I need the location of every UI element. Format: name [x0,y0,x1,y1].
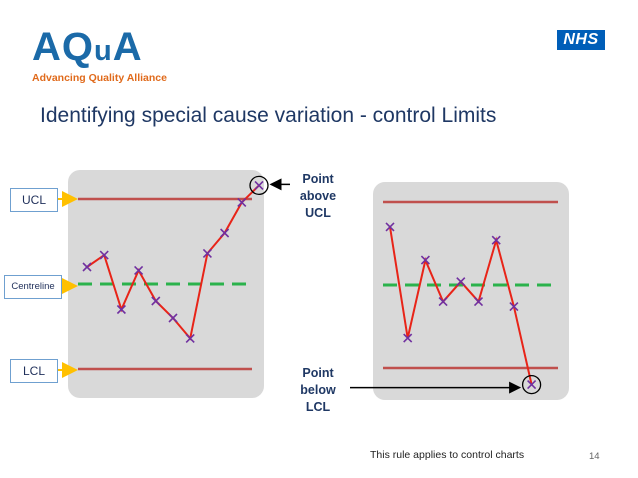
marker-stroke [202,248,212,258]
data-point-marker [403,333,413,343]
page-number: 14 [589,451,600,462]
data-point-marker [420,255,430,265]
data-point-marker [473,297,484,307]
marker-stroke [456,277,466,287]
aqua-logo: AQuA Advancing Quality Alliance [28,22,178,84]
marker-stroke [151,296,161,306]
slide-title: Identifying special cause variation - co… [40,104,497,127]
marker-stroke [237,197,247,207]
data-point-marker [134,265,144,275]
point-below-annotation: Point below LCL [300,366,336,414]
marker-stroke [509,302,519,312]
marker-stroke [403,333,413,343]
marker-stroke [527,380,537,390]
logo-wordmark: AQuA [32,25,143,69]
marker-stroke [116,304,126,315]
logo-tagline: Advancing Quality Alliance [32,72,167,84]
marker-stroke [82,262,92,272]
control-chart-1 [68,170,269,398]
marker-stroke [99,250,109,260]
marker-stroke [491,235,501,245]
point-above-annotation: Point above UCL [299,172,337,220]
data-point-marker [202,248,212,258]
highlight-circle [521,374,542,395]
marker-stroke [254,180,264,190]
control-chart-2 [373,182,569,400]
marker-stroke [168,313,178,323]
data-point-marker [116,304,126,315]
highlight-circle [249,175,269,196]
marker-stroke [185,333,195,343]
data-point-marker [438,297,448,307]
data-point-marker [82,262,92,272]
centreline-label: Centreline [4,275,62,299]
marker-stroke [420,255,430,265]
data-point-marker [99,250,109,260]
data-point-marker [185,333,195,343]
data-point-marker [491,235,501,245]
footer-note: This rule applies to control charts [370,449,525,461]
data-point-marker [168,313,178,323]
marker-stroke [220,228,230,238]
data-point-marker [220,228,230,238]
marker-stroke [134,265,144,275]
data-point-marker [237,197,247,207]
data-point-marker [385,222,395,232]
lcl-label: LCL [10,359,58,383]
ucl-label: UCL [10,188,58,212]
marker-stroke [438,297,448,307]
data-point-marker [521,374,542,395]
chart-panel [373,182,569,400]
nhs-logo: NHS [557,30,605,50]
data-point-marker [456,277,466,287]
marker-stroke [473,297,484,307]
data-point-marker [151,296,161,306]
marker-stroke [385,222,395,232]
data-point-marker [249,175,269,196]
data-point-marker [509,302,519,312]
